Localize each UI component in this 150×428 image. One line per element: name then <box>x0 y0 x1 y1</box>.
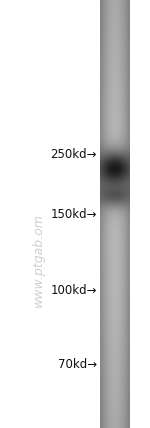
Text: www.ptgab.om: www.ptgab.om <box>32 213 45 307</box>
Text: 100kd→: 100kd→ <box>51 283 97 297</box>
Text: 250kd→: 250kd→ <box>51 149 97 161</box>
Text: 70kd→: 70kd→ <box>58 359 97 372</box>
Text: 150kd→: 150kd→ <box>51 208 97 220</box>
